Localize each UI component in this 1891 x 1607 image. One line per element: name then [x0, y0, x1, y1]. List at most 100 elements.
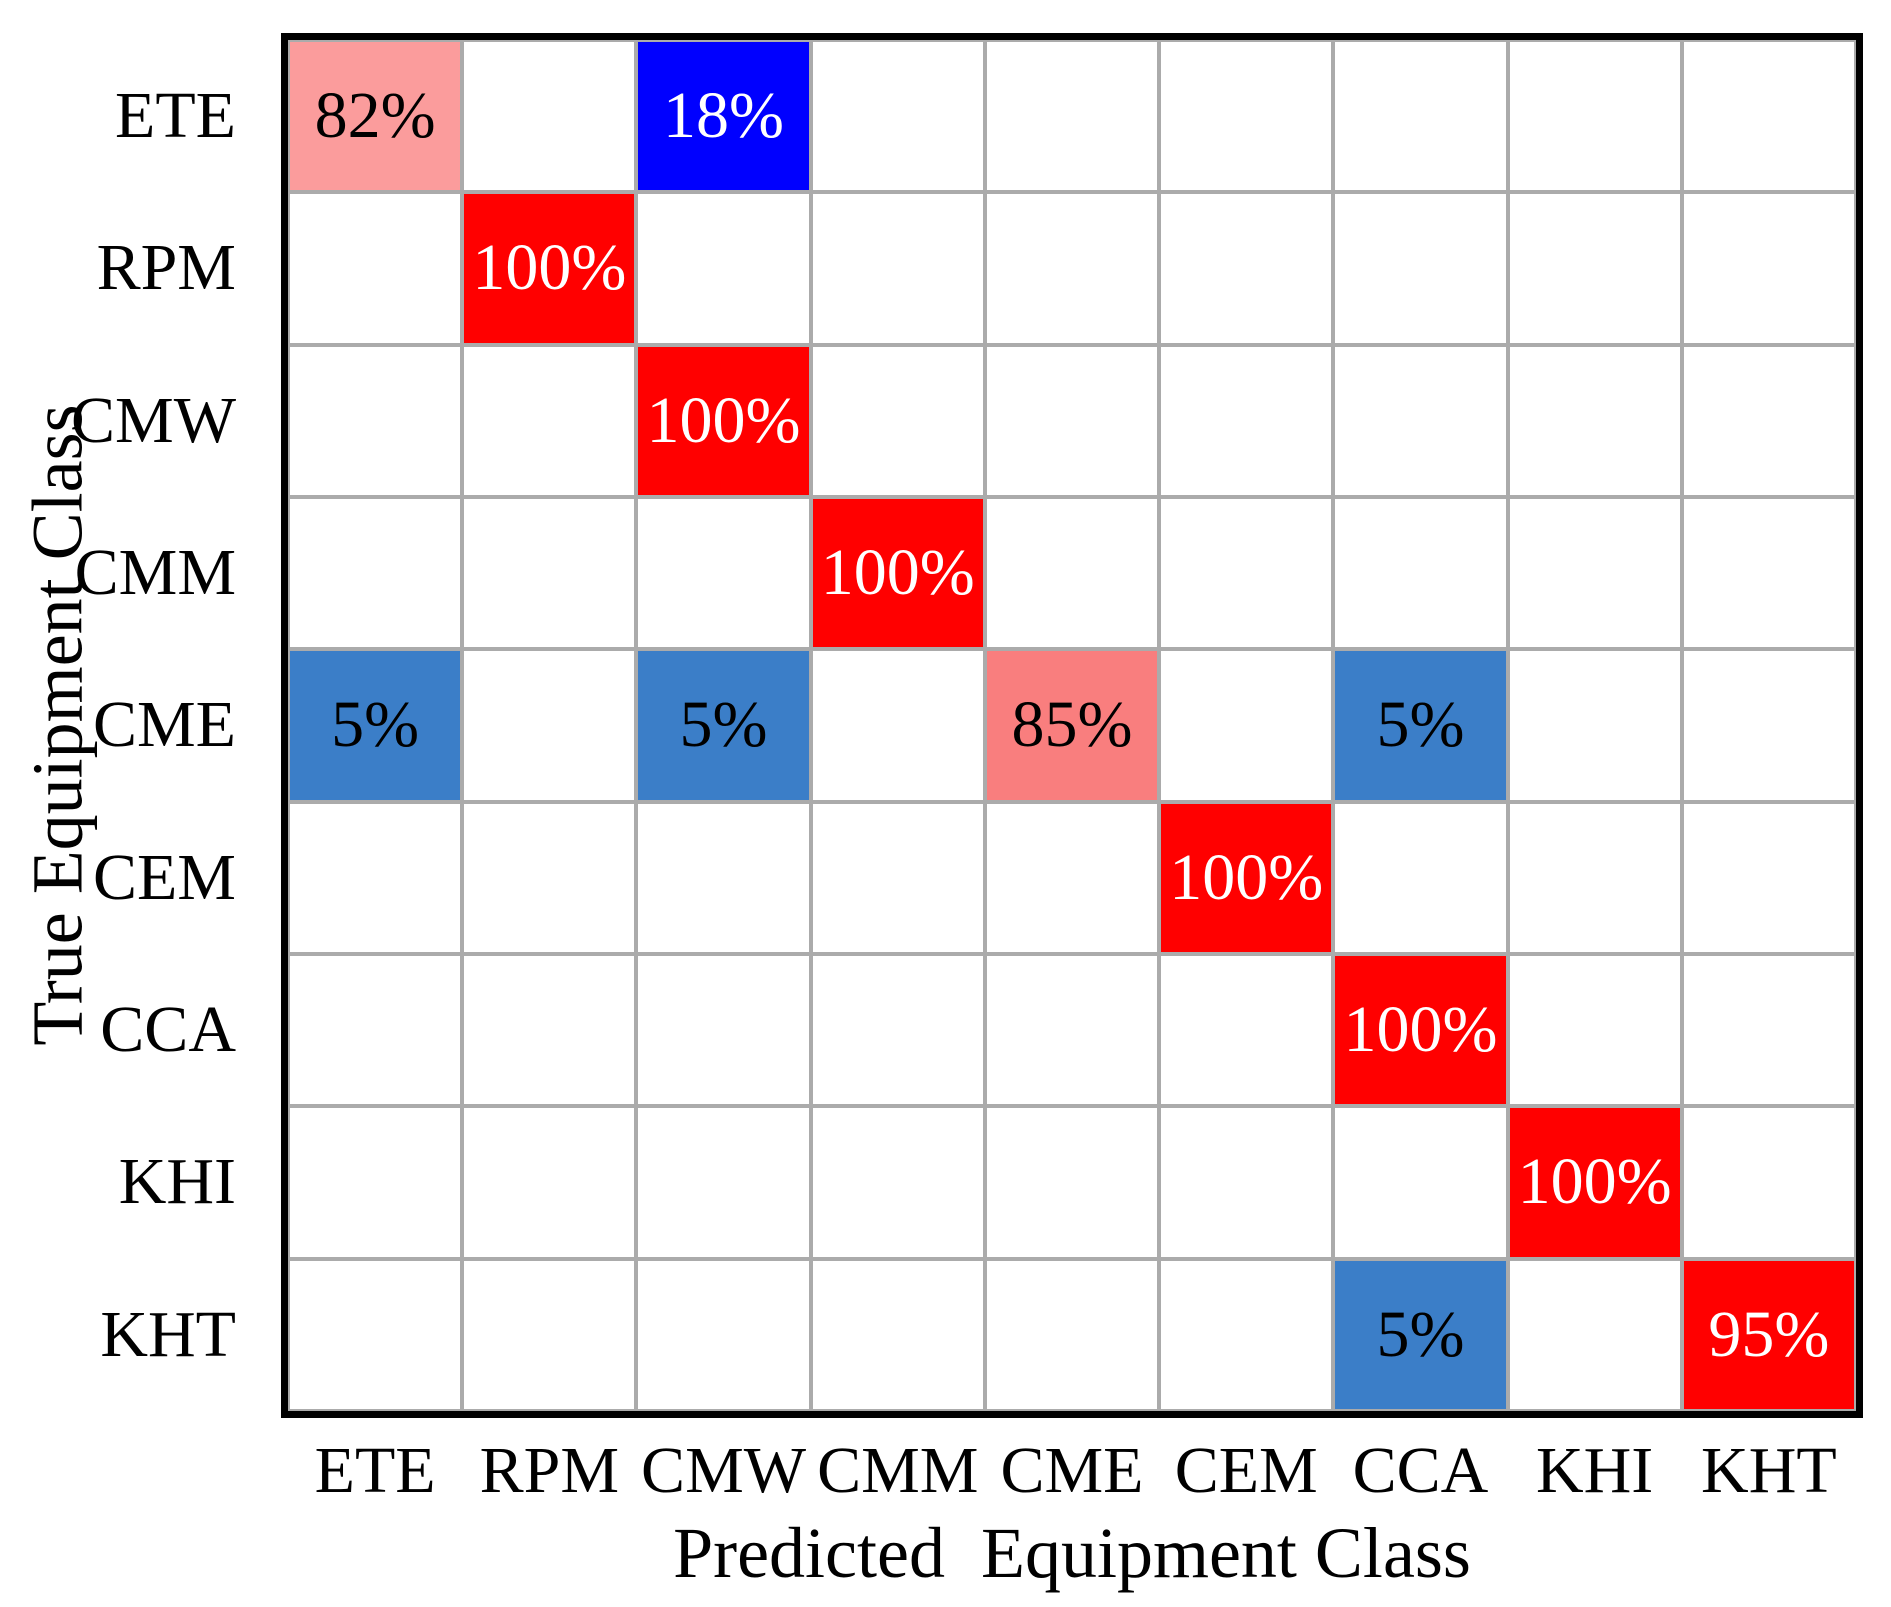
matrix-cell: [810, 192, 985, 345]
matrix-cell: [1681, 192, 1856, 345]
matrix-cell: [810, 801, 985, 954]
matrix-cell: [1159, 649, 1334, 802]
matrix-cell: [288, 1258, 463, 1411]
matrix-cell: [636, 1258, 811, 1411]
matrix-cell: [1507, 40, 1682, 193]
matrix-cell: [462, 649, 637, 802]
matrix-cell: [984, 192, 1160, 345]
matrix-cell: [1159, 1258, 1334, 1411]
matrix-cell: [984, 1258, 1160, 1411]
matrix-cell: 100%: [462, 192, 637, 345]
matrix-cell: [462, 801, 637, 954]
matrix-cell: [810, 40, 985, 193]
x-tick-label: KHT: [1701, 1434, 1837, 1507]
matrix-cell: [1159, 953, 1334, 1107]
y-axis-tick-labels: ETE RPM CMW CMM CME CEM CCA KHI KHT: [0, 40, 262, 1411]
matrix-cell: [984, 801, 1160, 954]
matrix-cell: [1333, 344, 1508, 497]
matrix-cell: [1159, 40, 1334, 193]
y-tick-label: CCA: [100, 993, 236, 1067]
matrix-cell: [984, 40, 1160, 193]
matrix-cell: [636, 1106, 811, 1259]
matrix-cell: [1681, 649, 1856, 802]
matrix-cell: [1681, 496, 1856, 650]
matrix-cell: 100%: [810, 496, 985, 650]
matrix-cell: [636, 801, 811, 954]
matrix-cell: [984, 953, 1160, 1107]
matrix-cell: [1507, 344, 1682, 497]
matrix-cell: 5%: [1333, 1258, 1508, 1411]
matrix-cell: [984, 496, 1160, 650]
matrix-cell: [1507, 953, 1682, 1107]
matrix-cell: [462, 1106, 637, 1259]
matrix-cell: 100%: [1333, 953, 1508, 1107]
matrix-cell: 82%: [288, 40, 463, 193]
matrix-cell: [462, 496, 637, 650]
matrix-cell: [288, 1106, 463, 1259]
matrix-cell: 18%: [636, 40, 811, 193]
matrix-cell: [462, 40, 637, 193]
y-tick-label: ETE: [115, 79, 236, 153]
matrix-cell: 100%: [1159, 801, 1334, 954]
matrix-cell: [810, 649, 985, 802]
x-tick-label: CMW: [641, 1434, 807, 1507]
plot-area: 82% 18% 100% 100% 100% 5% 5% 85% 5% 100% 100% 100% 5…: [281, 33, 1863, 1418]
y-tick-label: RPM: [96, 231, 236, 305]
matrix-cell: [810, 1106, 985, 1259]
matrix-cell: [1159, 344, 1334, 497]
matrix-cell: [1681, 953, 1856, 1107]
matrix-cell: [810, 344, 985, 497]
matrix-cell: [636, 953, 811, 1107]
matrix-cell: [1333, 1106, 1508, 1259]
matrix-cell: [1333, 40, 1508, 193]
confusion-matrix-grid: 82% 18% 100% 100% 100% 5% 5% 85% 5% 100% 100% 100% 5…: [288, 40, 1856, 1411]
matrix-cell: [1681, 40, 1856, 193]
matrix-cell: [984, 1106, 1160, 1259]
matrix-cell: 5%: [636, 649, 811, 802]
x-tick-label: CCA: [1352, 1434, 1489, 1507]
matrix-cell: [288, 953, 463, 1107]
matrix-cell: 85%: [984, 649, 1160, 802]
matrix-cell: [1681, 344, 1856, 497]
y-tick-label: CMW: [71, 383, 236, 457]
matrix-cell: [288, 344, 463, 497]
matrix-cell: [288, 496, 463, 650]
matrix-cell: [1333, 496, 1508, 650]
matrix-cell: [636, 496, 811, 650]
y-tick-label: KHT: [100, 1297, 236, 1371]
matrix-cell: [636, 192, 811, 345]
matrix-cell: [1507, 649, 1682, 802]
y-tick-label: CEM: [92, 840, 236, 914]
matrix-cell: [1507, 1258, 1682, 1411]
matrix-cell: [1507, 801, 1682, 954]
matrix-cell: [1507, 192, 1682, 345]
matrix-cell: [984, 344, 1160, 497]
matrix-cell: [1159, 496, 1334, 650]
matrix-cell: [462, 344, 637, 497]
matrix-cell: 95%: [1681, 1258, 1856, 1411]
x-tick-label: RPM: [479, 1434, 620, 1507]
x-tick-label: CMM: [817, 1434, 979, 1507]
matrix-cell: 100%: [636, 344, 811, 497]
x-tick-label: CEM: [1174, 1434, 1318, 1507]
x-tick-label: KHI: [1535, 1434, 1654, 1507]
matrix-cell: [810, 953, 985, 1107]
matrix-cell: 5%: [1333, 649, 1508, 802]
matrix-cell: [462, 1258, 637, 1411]
matrix-cell: [288, 801, 463, 954]
matrix-cell: 5%: [288, 649, 463, 802]
x-tick-label: CME: [1000, 1434, 1144, 1507]
matrix-cell: [1681, 1106, 1856, 1259]
matrix-cell: [1681, 801, 1856, 954]
matrix-cell: [288, 192, 463, 345]
matrix-cell: [1159, 1106, 1334, 1259]
matrix-cell: [810, 1258, 985, 1411]
y-tick-label: KHI: [118, 1145, 236, 1219]
x-axis-tick-labels: ETE RPM CMW CMM CME CEM CCA KHI KHT: [288, 1428, 1856, 1514]
y-tick-label: CME: [92, 688, 236, 762]
y-tick-label: CMM: [74, 536, 236, 610]
matrix-cell: [462, 953, 637, 1107]
matrix-cell: [1333, 801, 1508, 954]
matrix-cell: [1159, 192, 1334, 345]
